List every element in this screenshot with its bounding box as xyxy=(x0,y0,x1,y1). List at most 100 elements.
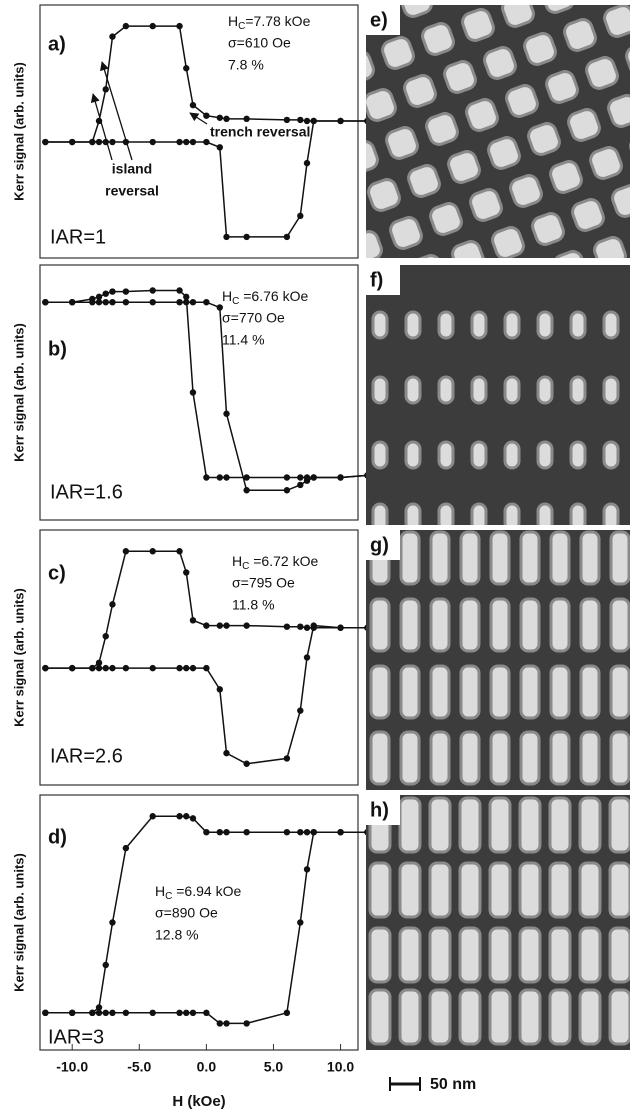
chart-panel: Kerr signal (arb. units) d) HC =6.94 kOe σ=… xyxy=(11,794,371,1110)
sem-island xyxy=(399,597,421,653)
hysteresis-branch xyxy=(45,624,368,765)
sem-island xyxy=(488,796,512,854)
sem-island xyxy=(465,98,499,132)
sem-island xyxy=(563,18,597,52)
data-point xyxy=(109,664,116,672)
sem-island xyxy=(536,310,554,340)
sem-island xyxy=(487,136,521,170)
sem-island xyxy=(451,240,485,258)
hc-subscript: C xyxy=(232,296,239,307)
data-point xyxy=(216,474,223,481)
sem-island xyxy=(369,730,391,786)
sem-island xyxy=(571,198,605,232)
sem-island xyxy=(578,988,602,1046)
chart-panel: Kerr signal (arb. units) c) HC =6.72 kOe σ=… xyxy=(11,529,371,786)
sem-island xyxy=(428,988,452,1046)
sem-island xyxy=(369,597,391,653)
sem-island xyxy=(488,988,512,1046)
sem-island xyxy=(272,347,308,383)
data-point xyxy=(102,86,109,93)
data-point xyxy=(149,287,156,294)
sem-island xyxy=(509,174,543,208)
sem-island xyxy=(580,0,616,1)
image-label-box xyxy=(366,530,400,560)
data-point xyxy=(223,410,230,417)
data-point xyxy=(109,138,116,146)
hc-value: =7.78 kOe xyxy=(245,13,310,29)
sem-island xyxy=(579,597,601,653)
sem-island xyxy=(399,664,421,720)
x-tick-label: 10.0 xyxy=(327,1059,354,1075)
data-point xyxy=(310,117,317,125)
sem-image: h) xyxy=(366,795,630,1050)
coercivity: HC =6.94 kOe xyxy=(155,883,241,902)
sem-island xyxy=(461,8,495,42)
hc-symbol: H xyxy=(155,883,165,899)
data-point xyxy=(303,624,311,631)
data-point xyxy=(310,474,317,481)
sem-pattern xyxy=(369,530,630,786)
data-point xyxy=(102,664,109,672)
data-point xyxy=(223,115,230,123)
data-point xyxy=(95,659,103,667)
data-point xyxy=(42,298,49,306)
coercivity: HC =6.72 kOe xyxy=(232,553,318,572)
sem-island xyxy=(176,15,212,51)
data-point xyxy=(176,664,183,672)
data-point xyxy=(216,114,223,121)
sem-island xyxy=(428,796,452,854)
data-point xyxy=(89,1009,96,1017)
panel-label: c) xyxy=(48,562,66,584)
sem-island xyxy=(459,730,481,786)
iar-label: IAR=2.6 xyxy=(50,745,123,767)
panel-label: a) xyxy=(48,33,66,55)
sem-island xyxy=(318,11,354,47)
image-label: h) xyxy=(370,799,389,821)
sem-island xyxy=(579,530,601,586)
data-point xyxy=(310,622,317,629)
data-point xyxy=(283,828,291,836)
sem-island xyxy=(154,0,190,13)
sem-island xyxy=(505,84,539,118)
data-point xyxy=(189,664,197,672)
plot-frame xyxy=(39,4,359,259)
sem-island xyxy=(609,664,630,720)
sem-island xyxy=(569,440,587,470)
sem-island xyxy=(118,81,154,117)
sem-island xyxy=(549,530,571,586)
sem-island xyxy=(578,796,602,854)
sem-island xyxy=(459,597,481,653)
coercivity: HC =6.76 kOe xyxy=(222,288,308,307)
sem-island xyxy=(548,861,572,919)
data-point xyxy=(216,144,223,151)
sem-island xyxy=(404,310,422,340)
percent: 12.8 % xyxy=(155,927,199,943)
y-axis-label: Kerr signal (arb. units) xyxy=(11,588,26,727)
hysteresis-branch xyxy=(45,831,368,1025)
data-point xyxy=(297,707,304,714)
data-point xyxy=(223,622,230,629)
sem-island xyxy=(366,50,375,84)
sem-island xyxy=(371,502,389,525)
y-axis-label: Kerr signal (arb. units) xyxy=(11,323,26,462)
sem-island xyxy=(425,112,459,146)
sem-island xyxy=(489,664,511,720)
sem-island xyxy=(438,0,474,5)
data-point xyxy=(176,1009,183,1017)
data-point xyxy=(109,1009,116,1017)
sem-island xyxy=(286,205,322,241)
sem-island xyxy=(541,5,575,14)
data-point xyxy=(189,815,197,822)
sem-image: f) xyxy=(366,265,630,525)
sem-island xyxy=(589,146,623,180)
hc-value: =6.72 kOe xyxy=(249,553,318,569)
sem-island xyxy=(371,310,389,340)
sem-island xyxy=(330,281,366,317)
hc-value: =6.76 kOe xyxy=(239,288,308,304)
sem-island xyxy=(609,597,630,653)
iar-label: IAR=1.6 xyxy=(50,481,123,503)
x-tick-label: -5.0 xyxy=(127,1059,151,1075)
data-point xyxy=(297,828,304,836)
sem-island xyxy=(407,164,441,198)
data-point xyxy=(283,487,291,494)
